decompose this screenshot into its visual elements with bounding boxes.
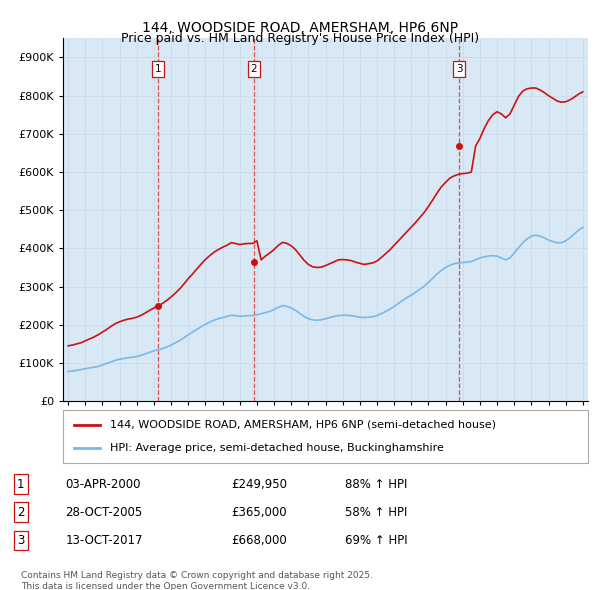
Text: 144, WOODSIDE ROAD, AMERSHAM, HP6 6NP: 144, WOODSIDE ROAD, AMERSHAM, HP6 6NP (142, 21, 458, 35)
Text: 2: 2 (17, 506, 25, 519)
Text: 2: 2 (250, 64, 257, 74)
Text: 58% ↑ HPI: 58% ↑ HPI (344, 506, 407, 519)
Text: 1: 1 (155, 64, 161, 74)
Text: £668,000: £668,000 (232, 534, 287, 547)
Text: Contains HM Land Registry data © Crown copyright and database right 2025.
This d: Contains HM Land Registry data © Crown c… (21, 571, 373, 590)
Text: 1: 1 (17, 478, 25, 491)
Text: £249,950: £249,950 (232, 478, 288, 491)
Text: 69% ↑ HPI: 69% ↑ HPI (344, 534, 407, 547)
Text: HPI: Average price, semi-detached house, Buckinghamshire: HPI: Average price, semi-detached house,… (110, 443, 444, 453)
Text: Price paid vs. HM Land Registry's House Price Index (HPI): Price paid vs. HM Land Registry's House … (121, 32, 479, 45)
Text: £365,000: £365,000 (232, 506, 287, 519)
Text: 3: 3 (17, 534, 25, 547)
Text: 88% ↑ HPI: 88% ↑ HPI (344, 478, 407, 491)
Text: 13-OCT-2017: 13-OCT-2017 (65, 534, 143, 547)
Text: 3: 3 (455, 64, 462, 74)
Text: 28-OCT-2005: 28-OCT-2005 (65, 506, 143, 519)
Text: 144, WOODSIDE ROAD, AMERSHAM, HP6 6NP (semi-detached house): 144, WOODSIDE ROAD, AMERSHAM, HP6 6NP (s… (110, 420, 496, 430)
Text: 03-APR-2000: 03-APR-2000 (65, 478, 141, 491)
